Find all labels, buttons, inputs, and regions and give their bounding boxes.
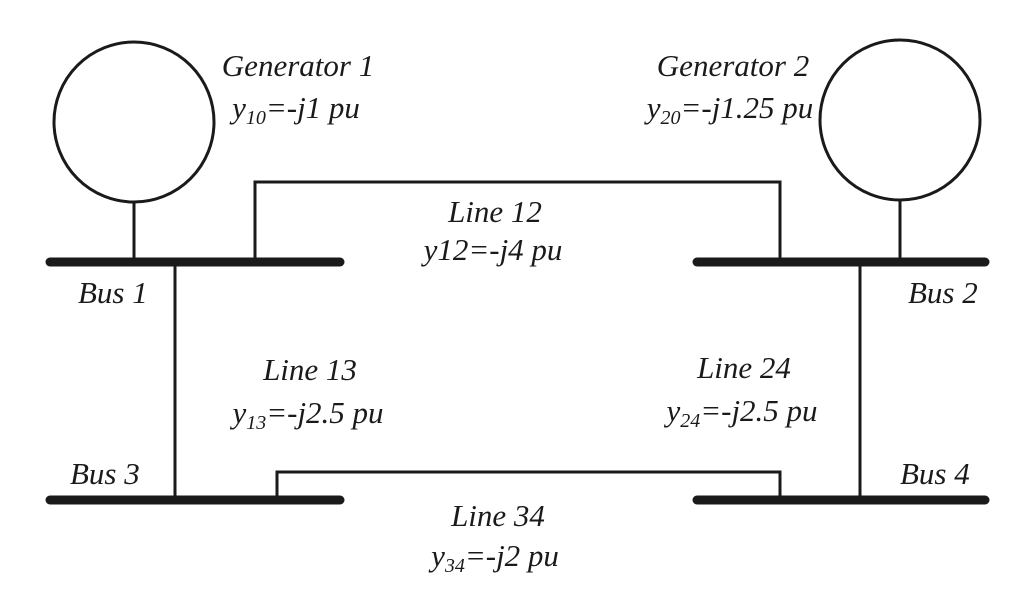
admittance-subscript: 10 <box>245 107 266 129</box>
admittance-subscript: 20 <box>660 107 681 129</box>
line-13-admittance: y13=-j2.5 pu <box>232 395 383 441</box>
line-12-title: Line 12 <box>448 194 542 229</box>
generator-1-title: Generator 1 <box>221 48 375 83</box>
generator-2-symbol <box>818 38 982 202</box>
admittance-subscript: 13 <box>246 412 267 434</box>
admittance-symbol: y <box>232 395 247 430</box>
line-13-title: Line 13 <box>263 352 357 387</box>
line-12-conductor <box>253 180 782 262</box>
admittance-value: =-j2.5 pu <box>700 393 818 428</box>
admittance-value: =-j2 pu <box>464 538 559 573</box>
bus-3-label: Bus 3 <box>70 456 140 491</box>
bus-1-label: Bus 1 <box>78 275 148 310</box>
admittance-value: =-j2.5 pu <box>266 395 384 430</box>
line-34-conductor <box>275 470 782 500</box>
admittance-value: =-j1 pu <box>265 90 360 125</box>
line-34-admittance: y34=-j2 pu <box>431 538 559 584</box>
admittance-symbol: y <box>646 90 661 125</box>
bus-4-label: Bus 4 <box>900 456 970 491</box>
admittance-value: =-j1.25 pu <box>680 90 814 125</box>
line-24-admittance: y24=-j2.5 pu <box>666 393 817 439</box>
admittance-symbol: y <box>232 90 246 125</box>
line-24-title: Line 24 <box>697 350 791 385</box>
generator-2-title: Generator 2 <box>656 48 810 83</box>
generator-2-admittance: y20=-j1.25 pu <box>647 90 814 136</box>
line-12-admittance: y12=-j4 pu <box>423 232 563 267</box>
generator-1-admittance: y10=-j1 pu <box>232 90 360 136</box>
generator-1-symbol <box>52 40 216 204</box>
admittance-symbol: y <box>666 393 681 428</box>
admittance-subscript: 24 <box>680 410 701 432</box>
admittance-symbol: y <box>431 538 445 573</box>
admittance-subscript: 34 <box>444 555 465 577</box>
line-34-title: Line 34 <box>451 498 545 533</box>
bus-2-label: Bus 2 <box>908 275 978 310</box>
